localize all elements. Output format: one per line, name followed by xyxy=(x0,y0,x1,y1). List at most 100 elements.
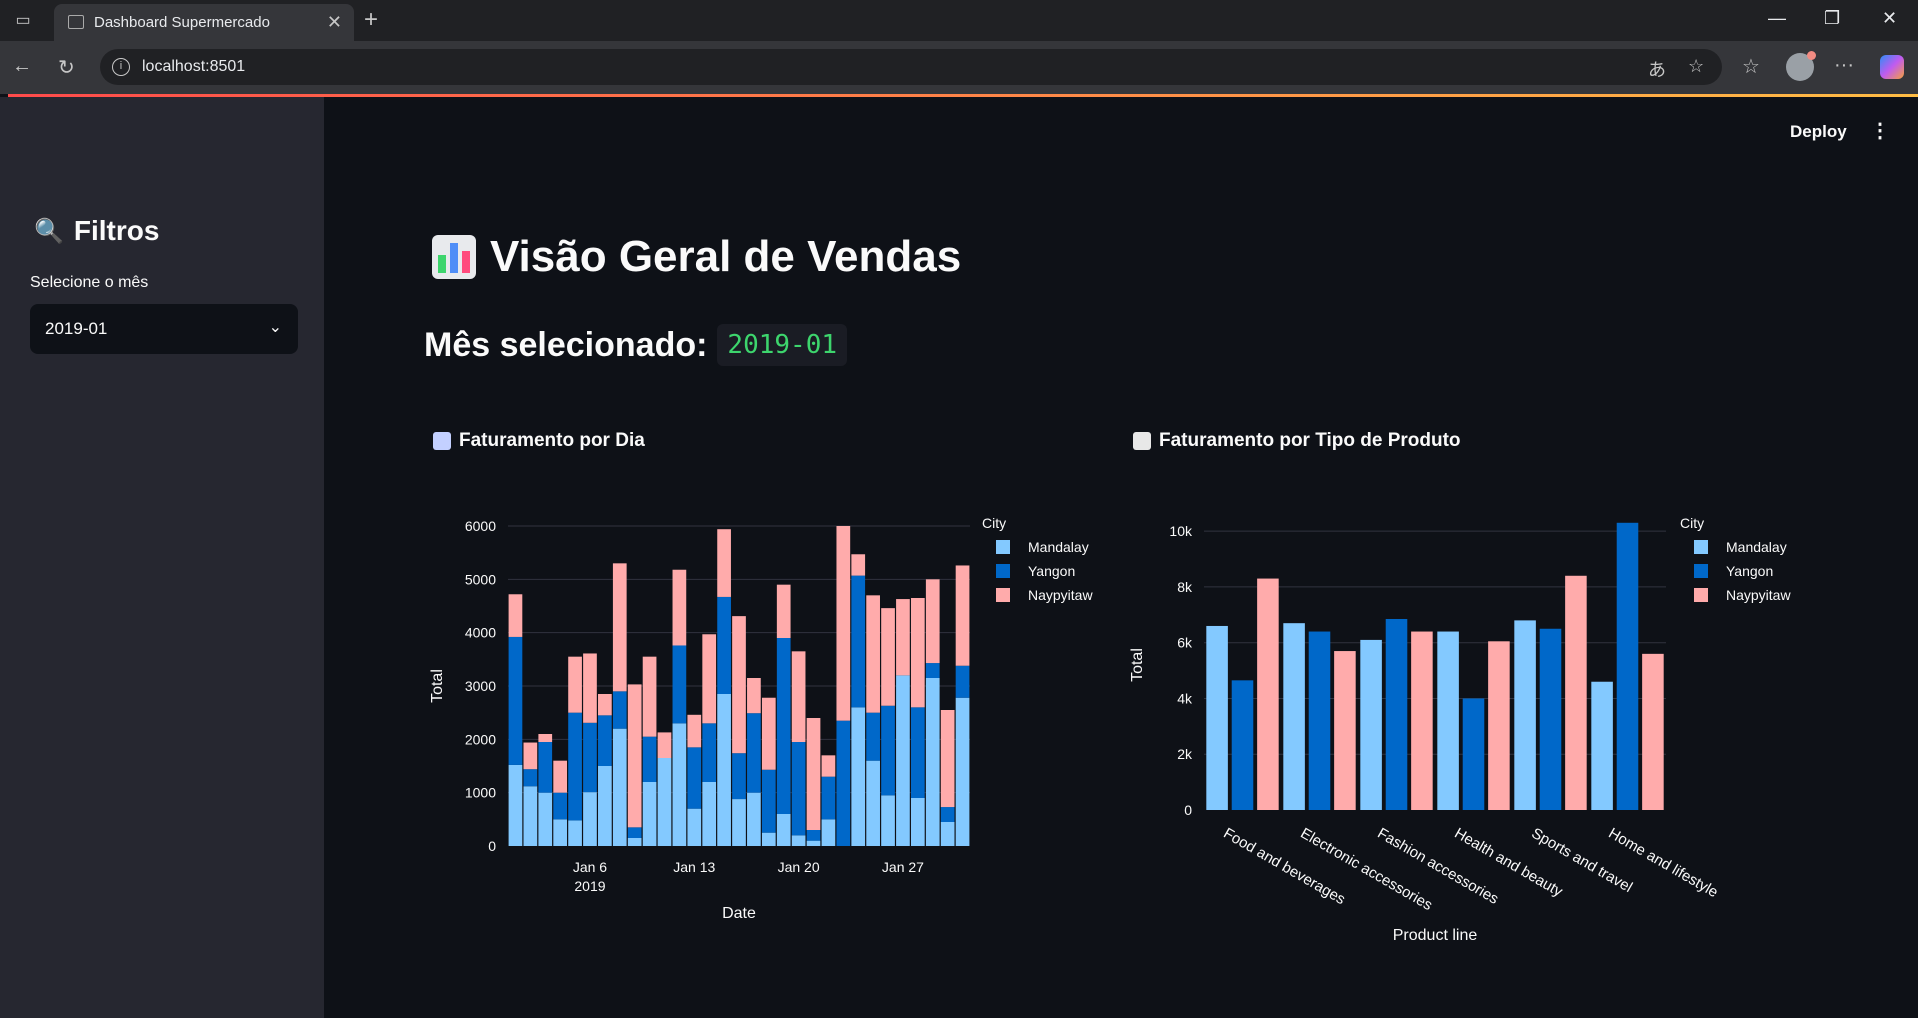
month-select[interactable]: 2019-01 ⌄ xyxy=(30,304,298,354)
bar-segment-mandalay xyxy=(851,707,866,846)
bar-yangon xyxy=(1308,631,1331,810)
bar-segment-yangon xyxy=(642,736,657,782)
page-title-text: Visão Geral de Vendas xyxy=(490,232,962,281)
bar-segment-yangon xyxy=(568,712,582,821)
minimize-icon[interactable]: — xyxy=(1768,8,1786,28)
x-tick-label: Jan 20 xyxy=(778,859,820,875)
legend-swatch xyxy=(1694,564,1708,578)
chart2-title: Faturamento por Tipo de Produto xyxy=(1133,430,1461,452)
bar-segment-yangon xyxy=(538,742,553,793)
bar-mandalay xyxy=(1437,631,1459,810)
bar-segment-yangon xyxy=(717,596,731,694)
bar-mandalay xyxy=(1360,639,1382,810)
x-axis-label: Product line xyxy=(1393,927,1478,944)
selected-month-label: Mês selecionado: xyxy=(424,325,708,364)
bar-segment-mandalay xyxy=(687,808,702,846)
sidebar-title: 🔍 Filtros xyxy=(34,215,159,247)
main-menu-icon[interactable]: ⋮ xyxy=(1870,120,1890,142)
browser-tab[interactable]: Dashboard Supermercado ✕ xyxy=(54,4,354,41)
restore-icon[interactable]: ❐ xyxy=(1824,8,1841,28)
bar-segment-naypyitaw xyxy=(568,656,582,713)
y-axis-label: Total xyxy=(429,669,446,703)
y-tick-label: 1000 xyxy=(465,785,496,801)
bar-segment-mandalay xyxy=(508,764,523,846)
month-select-label: Selecione o mês xyxy=(30,274,149,291)
bar-segment-naypyitaw xyxy=(523,742,538,770)
bar-segment-naypyitaw xyxy=(657,732,672,758)
bar-segment-naypyitaw xyxy=(761,697,776,770)
favorite-star-icon[interactable]: ☆ xyxy=(1688,56,1705,76)
chevron-down-icon[interactable]: ⌄ xyxy=(268,319,282,336)
y-tick-label: 10k xyxy=(1169,523,1193,539)
legend-title: City xyxy=(1680,515,1704,531)
bar-segment-yangon xyxy=(523,769,538,787)
site-info-icon[interactable]: i xyxy=(112,58,130,76)
y-tick-label: 6k xyxy=(1177,635,1193,651)
bar-segment-naypyitaw xyxy=(687,714,702,748)
bar-mandalay xyxy=(1206,625,1228,810)
bar-segment-naypyitaw xyxy=(776,584,791,638)
bar-naypyitaw xyxy=(1565,575,1587,810)
bar-segment-yangon xyxy=(702,723,717,782)
bar-segment-mandalay xyxy=(657,758,672,846)
deploy-button[interactable]: Deploy xyxy=(1790,122,1847,141)
bar-segment-mandalay xyxy=(910,798,925,846)
bar-segment-naypyitaw xyxy=(672,569,687,646)
sidebar-toggle-icon[interactable]: ▭ xyxy=(15,12,31,29)
calendar-icon xyxy=(433,432,451,450)
bar-segment-naypyitaw xyxy=(642,656,657,737)
bar-segment-naypyitaw xyxy=(940,710,955,808)
legend-label: Mandalay xyxy=(1726,539,1787,555)
bar-naypyitaw xyxy=(1411,631,1433,810)
bar-segment-naypyitaw xyxy=(851,554,866,576)
bar-yangon xyxy=(1231,680,1254,810)
bar-segment-yangon xyxy=(791,742,806,836)
bar-segment-mandalay xyxy=(523,786,538,846)
x-tick-label: Jan 27 xyxy=(882,859,924,875)
bar-segment-naypyitaw xyxy=(896,599,910,676)
reload-icon[interactable]: ↻ xyxy=(58,57,75,79)
bar-naypyitaw xyxy=(1334,651,1356,810)
bar-segment-naypyitaw xyxy=(732,616,746,754)
bar-segment-naypyitaw xyxy=(925,579,940,664)
chart1-title: Faturamento por Dia xyxy=(433,430,645,452)
daily-revenue-chart[interactable]: 0 1000 2000 3000 4000 5000 6000 Jan 6 2019 Jan 13… xyxy=(420,500,1120,940)
bar-segment-yangon xyxy=(955,665,970,698)
bar-segment-naypyitaw xyxy=(910,598,925,708)
y-tick-label: 3000 xyxy=(465,678,496,694)
bar-segment-mandalay xyxy=(672,723,687,846)
bar-segment-mandalay xyxy=(881,795,895,846)
legend-swatch xyxy=(996,564,1010,578)
bar-segment-naypyitaw xyxy=(806,718,821,830)
y-tick-label: 2000 xyxy=(465,731,496,747)
profile-avatar-icon[interactable] xyxy=(1786,51,1816,81)
bar-segment-yangon xyxy=(761,769,776,833)
address-bar[interactable]: i localhost:8501 あ ☆ xyxy=(100,49,1722,85)
bar-segment-mandalay xyxy=(821,819,836,846)
copilot-icon[interactable] xyxy=(1880,55,1904,79)
bar-segment-yangon xyxy=(806,830,821,841)
tab-close-icon[interactable]: ✕ xyxy=(326,12,342,32)
favorites-icon[interactable]: ☆ xyxy=(1742,56,1760,78)
window-close-icon[interactable]: ✕ xyxy=(1882,8,1898,28)
bar-segment-mandalay xyxy=(940,822,955,846)
bar-segment-yangon xyxy=(612,691,627,729)
legend-label: Yangon xyxy=(1028,563,1075,579)
translate-icon[interactable]: あ xyxy=(1648,60,1666,80)
page-favicon-icon xyxy=(68,15,84,29)
new-tab-icon[interactable]: + xyxy=(364,6,379,33)
legend-label: Naypyitaw xyxy=(1028,587,1093,603)
url-text[interactable]: localhost:8501 xyxy=(142,58,246,75)
bar-segment-naypyitaw xyxy=(538,734,553,742)
legend-label: Yangon xyxy=(1726,563,1773,579)
back-icon[interactable]: ← xyxy=(12,55,32,77)
bar-segment-mandalay xyxy=(732,799,746,846)
x-axis-label: Date xyxy=(722,905,756,922)
more-menu-icon[interactable]: ··· xyxy=(1834,54,1854,76)
legend-swatch xyxy=(996,540,1010,554)
bar-segment-yangon xyxy=(747,713,761,793)
y-tick-label: 0 xyxy=(488,838,496,854)
legend-swatch xyxy=(996,588,1010,602)
x-tick-label: Jan 6 xyxy=(573,859,607,875)
